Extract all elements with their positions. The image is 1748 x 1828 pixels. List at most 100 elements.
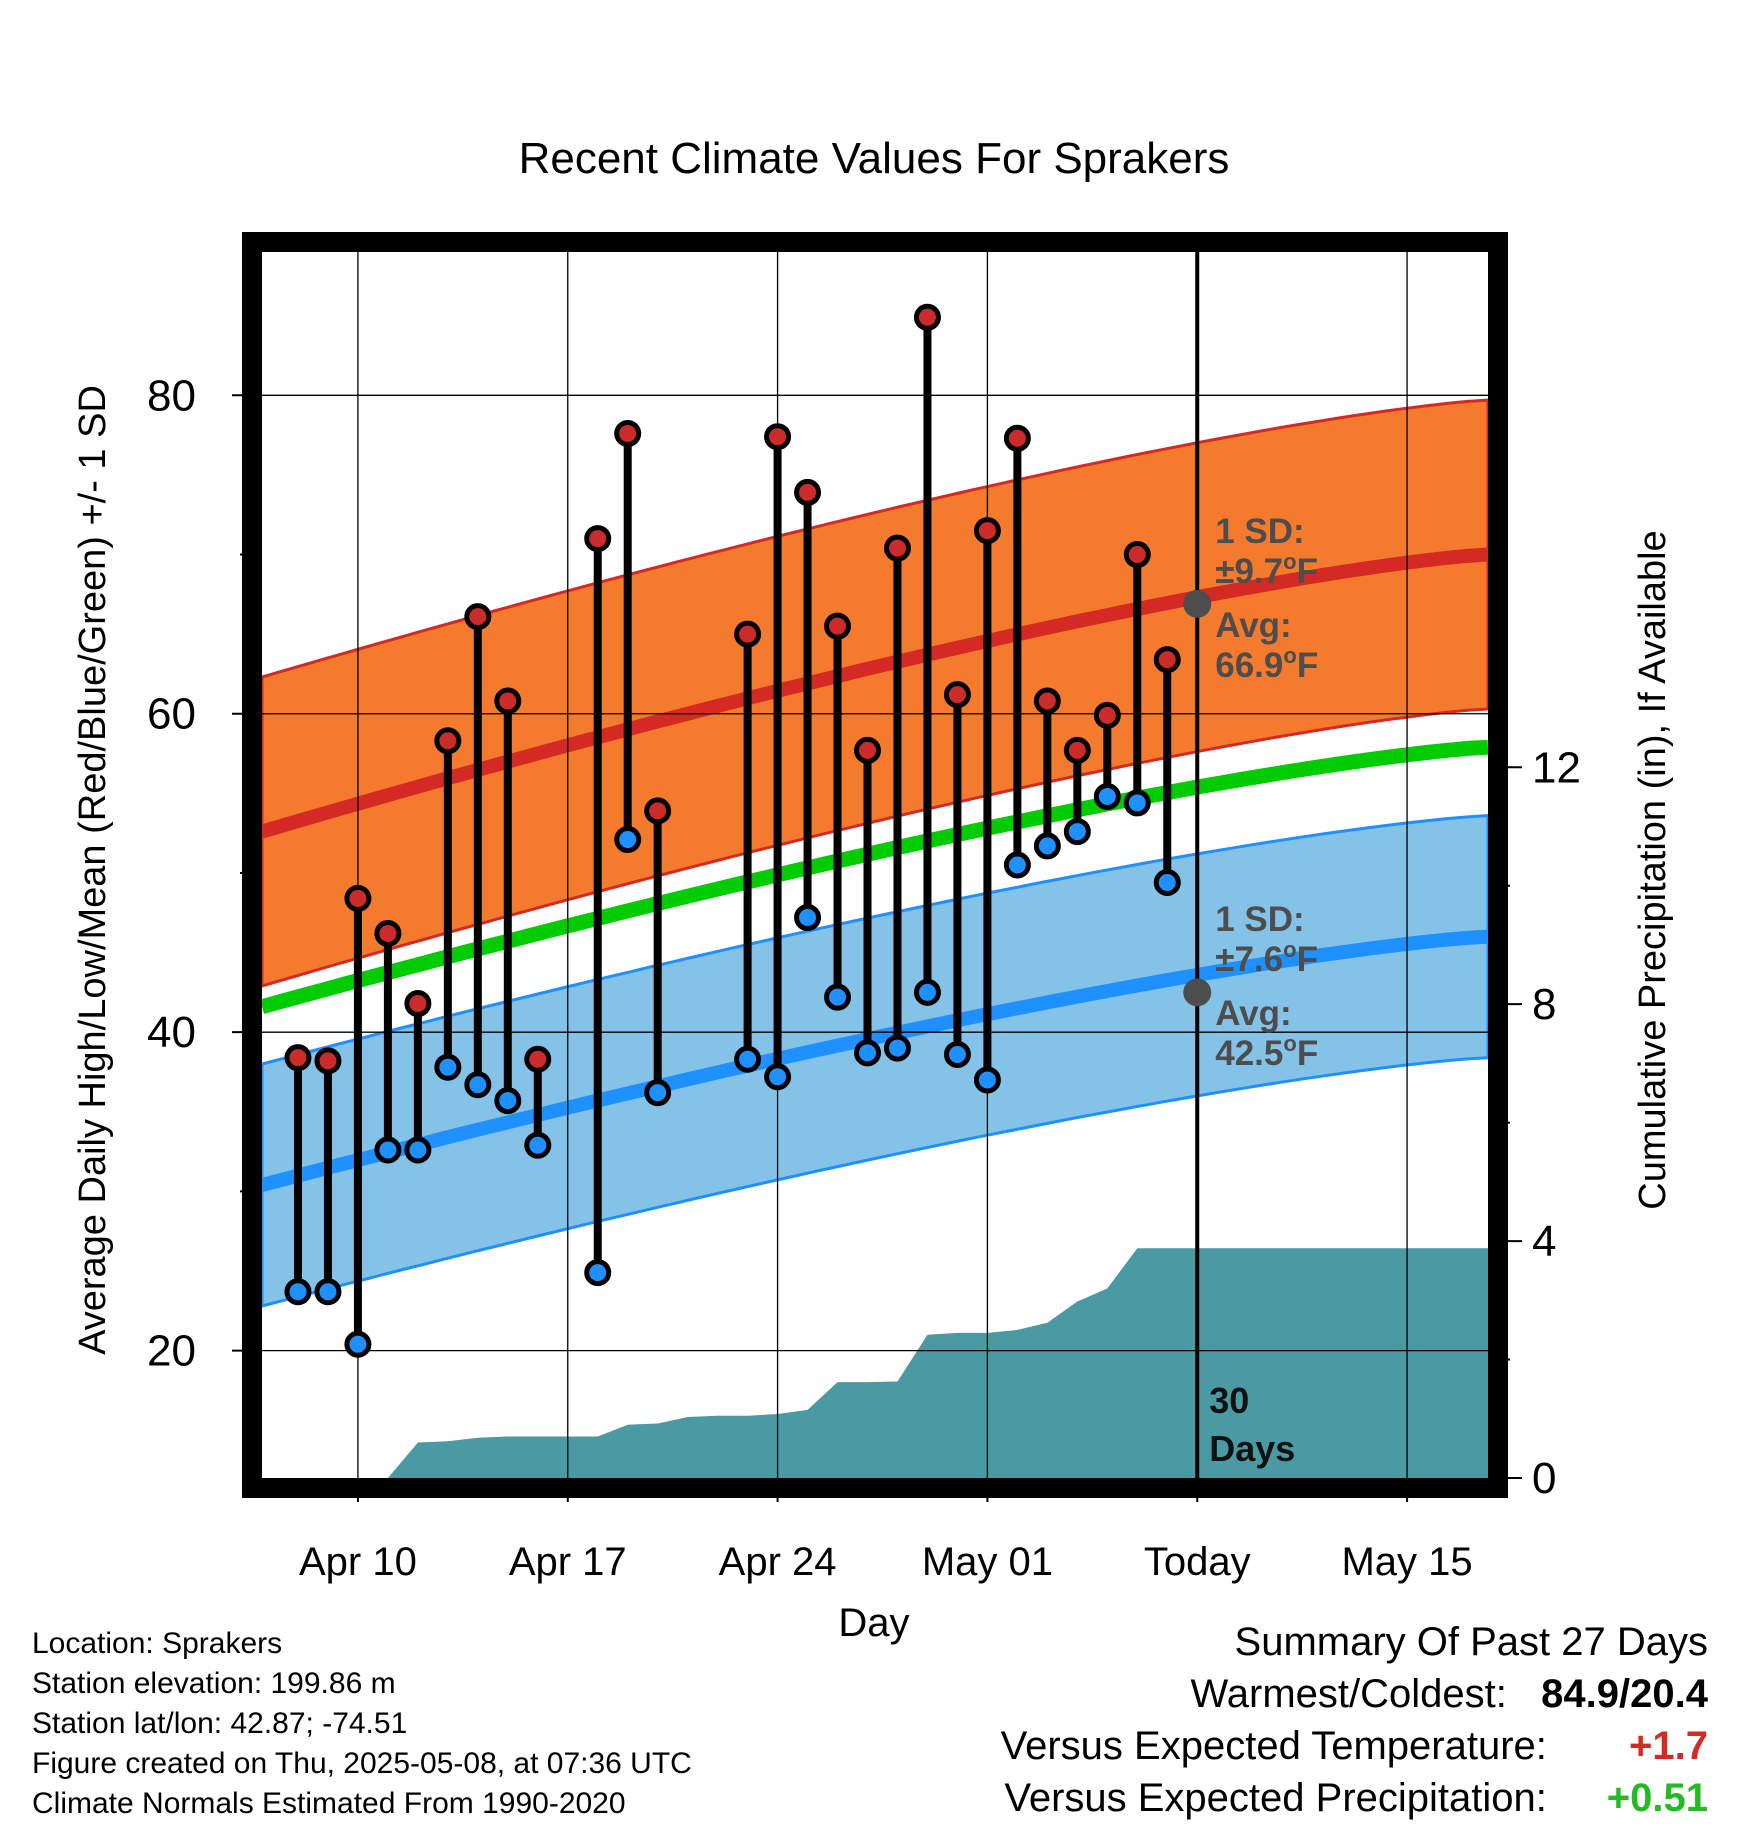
daily-low-dot: [913, 978, 941, 1006]
climate-normals-source: Climate Normals Estimated From 1990-2020: [32, 1787, 626, 1820]
daily-low-dot: [1033, 832, 1061, 860]
normal-high-line: [260, 547, 1489, 839]
warmest-coldest-label: Warmest/Coldest:: [1190, 1672, 1507, 1716]
low-annotation-avg-value: 42.5oF: [1215, 1031, 1318, 1073]
x-tick-label: Apr 10: [299, 1540, 417, 1584]
daily-low-dot: [644, 1079, 672, 1107]
daily-low-dot: [973, 1066, 1001, 1094]
daily-high-dot: [374, 919, 402, 947]
precip-area: [297, 1248, 1488, 1478]
daily-high-dot: [854, 736, 882, 764]
summary-precip-anomaly: Versus Expected Precipitation: +0.51: [1004, 1776, 1708, 1821]
y-tick-label-temp: 60: [147, 690, 196, 739]
daily-low-dot: [794, 904, 822, 932]
daily-low-dot: [314, 1278, 342, 1306]
daily-high-dot: [434, 727, 462, 755]
daily-low-dot: [374, 1136, 402, 1164]
low-annotation-avg-label: Avg:: [1215, 994, 1291, 1033]
daily-high-dot: [883, 534, 911, 562]
daily-high-dot: [973, 517, 1001, 545]
station-latlon: Station lat/lon: 42.87; -74.51: [32, 1707, 408, 1740]
summary-temp-anomaly: Versus Expected Temperature: +1.7: [1001, 1724, 1708, 1769]
daily-low-dot: [344, 1330, 372, 1358]
station-elevation: Station elevation: 199.86 m: [32, 1667, 396, 1700]
y-tick-label-precip: 4: [1532, 1217, 1556, 1266]
high-annotation-avg-value: 66.9oF: [1215, 643, 1318, 685]
daily-low-dot: [524, 1131, 552, 1159]
daily-low-dot: [584, 1259, 612, 1287]
normal-low-line: [260, 929, 1489, 1192]
daily-high-dot: [644, 797, 672, 825]
daily-low-dot: [284, 1278, 312, 1306]
daily-low-dot: [1063, 818, 1091, 846]
x-tick-label: Apr 17: [509, 1540, 627, 1584]
x-tick-label: May 15: [1341, 1540, 1472, 1584]
daily-high-dot: [1153, 646, 1181, 674]
daily-low-dot: [1123, 789, 1151, 817]
x-tick-label: May 01: [922, 1540, 1053, 1584]
low-annotation-sd-value: ±7.6oF: [1215, 937, 1318, 979]
daily-high-dot: [794, 478, 822, 506]
daily-high-dot: [524, 1045, 552, 1073]
daily-high-dot: [404, 990, 432, 1018]
x-tick-label: Today: [1144, 1540, 1251, 1584]
daily-high-dot: [284, 1044, 312, 1072]
figure-created: Figure created on Thu, 2025-05-08, at 07…: [32, 1747, 692, 1780]
x-axis-label: Day: [838, 1601, 909, 1645]
daily-low-dot: [404, 1136, 432, 1164]
precip-anomaly-value: +0.51: [1606, 1776, 1708, 1820]
daily-high-dot: [1093, 701, 1121, 729]
high-annotation-sd-value: ±9.7oF: [1215, 549, 1318, 591]
x-tick-label: Apr 24: [719, 1540, 837, 1584]
today-low-avg-marker: [1183, 978, 1212, 1007]
high-annotation-avg-label: Avg:: [1215, 606, 1291, 645]
daily-low-dot: [464, 1071, 492, 1099]
summary-title: Summary Of Past 27 Days: [1234, 1620, 1708, 1664]
daily-low-dot: [494, 1087, 522, 1115]
today-window-days: Days: [1209, 1428, 1295, 1469]
y-axis-left-label: Average Daily High/Low/Mean (Red/Blue/Gr…: [72, 385, 114, 1355]
daily-low-dot: [1093, 783, 1121, 811]
low-annotation-sd-label: 1 SD:: [1215, 900, 1304, 939]
y-tick-label-temp: 40: [147, 1008, 196, 1057]
normal-mean-line: [260, 739, 1489, 1014]
daily-low-dot: [614, 826, 642, 854]
daily-high-dot: [913, 303, 941, 331]
daily-high-dot: [494, 687, 522, 715]
today-window-number: 30: [1209, 1380, 1249, 1421]
daily-low-dot: [1153, 869, 1181, 897]
daily-high-dot: [464, 603, 492, 631]
chart-title: Recent Climate Values For Sprakers: [519, 134, 1230, 183]
daily-high-dot: [314, 1047, 342, 1075]
today-high-avg-marker: [1183, 589, 1212, 618]
y-tick-label-precip: 8: [1532, 980, 1556, 1029]
daily-low-dot: [824, 983, 852, 1011]
daily-high-dot: [734, 620, 762, 648]
daily-high-dot: [764, 423, 792, 451]
daily-high-dot: [943, 681, 971, 709]
daily-high-dot: [1063, 736, 1091, 764]
daily-low-dot: [1003, 851, 1031, 879]
station-location: Location: Sprakers: [32, 1627, 283, 1660]
plot-area: Apr 10 Apr 17 Apr 24 May 01 Today May 1520406…: [147, 232, 1581, 1584]
high-annotation-sd-label: 1 SD:: [1215, 512, 1304, 551]
y-tick-label-temp: 80: [147, 371, 196, 420]
daily-low-dot: [854, 1039, 882, 1067]
plot-frame: [242, 232, 1508, 1498]
summary-warmest-coldest: Warmest/Coldest: 84.9/20.4: [1191, 1672, 1709, 1717]
daily-low-dot: [943, 1040, 971, 1068]
daily-low-dot: [434, 1053, 462, 1081]
y-axis-right-label: Cumulative Precipitation (in), If Availa…: [1632, 530, 1674, 1209]
temp-anomaly-value: +1.7: [1629, 1724, 1708, 1768]
daily-high-dot: [614, 420, 642, 448]
daily-low-dot: [764, 1063, 792, 1091]
y-tick-label-precip: 0: [1532, 1454, 1556, 1503]
daily-high-dot: [1123, 541, 1151, 569]
daily-high-dot: [344, 884, 372, 912]
daily-high-dot: [1033, 687, 1061, 715]
daily-low-dot: [883, 1034, 911, 1062]
warmest-coldest-value: 84.9/20.4: [1541, 1672, 1708, 1716]
daily-low-dot: [734, 1045, 762, 1073]
daily-high-dot: [824, 612, 852, 640]
